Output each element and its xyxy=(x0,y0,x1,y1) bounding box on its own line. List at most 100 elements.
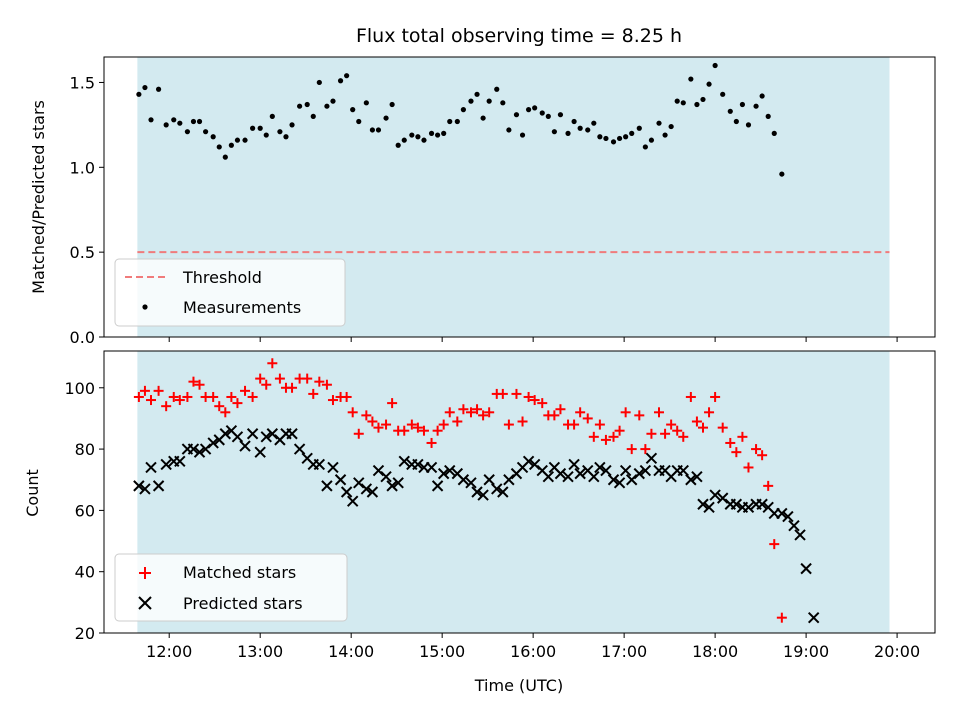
predicted-star-point xyxy=(412,458,424,471)
predicted-star-point xyxy=(346,495,359,507)
measurement-point xyxy=(636,125,642,131)
matched-star-point xyxy=(757,450,768,461)
predicted-star-point xyxy=(685,474,697,486)
count-y-tick-label: 20 xyxy=(75,624,95,643)
measurement-point xyxy=(447,118,453,125)
predicted-star-point xyxy=(607,474,620,486)
matched-star-point xyxy=(691,416,702,427)
predicted-star-point xyxy=(174,455,186,468)
matched-star-point xyxy=(194,379,205,390)
legend-predicted-swatch xyxy=(138,596,152,610)
measurement-point xyxy=(610,139,617,145)
matched-star-point xyxy=(697,422,708,433)
predicted-star-point xyxy=(372,464,385,477)
measurement-point xyxy=(210,134,216,140)
measurement-point xyxy=(401,137,407,143)
matched-star-point xyxy=(458,404,469,415)
matched-star-point xyxy=(503,419,514,430)
matched-star-point xyxy=(261,379,272,390)
predicted-star-point xyxy=(266,428,279,440)
measurement-point xyxy=(216,144,222,150)
matched-star-point xyxy=(731,447,742,458)
measurement-point xyxy=(383,115,389,121)
measurement-point xyxy=(389,101,395,108)
measurement-point xyxy=(228,142,234,148)
matched-star-point xyxy=(620,407,631,418)
matched-star-point xyxy=(381,419,392,430)
matched-star-point xyxy=(373,422,384,433)
matched-star-point xyxy=(717,422,728,433)
predicted-star-point xyxy=(522,455,535,468)
predicted-star-point xyxy=(776,507,788,520)
matched-star-point xyxy=(432,425,443,436)
predicted-star-point xyxy=(742,501,755,514)
measurement-point xyxy=(753,103,759,109)
matched-star-point xyxy=(353,428,364,439)
measurement-point xyxy=(289,122,295,128)
matched-star-point xyxy=(654,407,665,418)
measurement-point xyxy=(771,130,777,136)
matched-star-point xyxy=(387,398,398,409)
measurement-point xyxy=(591,120,597,126)
measurement-point xyxy=(196,118,203,125)
predicted-star-point xyxy=(709,489,721,501)
matched-star-point xyxy=(484,407,495,418)
matched-star-point xyxy=(174,395,185,406)
measurement-point xyxy=(428,130,435,136)
count-panel: 20 40 60 80 100 12:00 13:00 14:00 15:00 16:00 17:… xyxy=(23,350,936,695)
measurement-point xyxy=(500,100,506,106)
time-x-tick-label: 13:00 xyxy=(237,642,283,661)
measurement-point xyxy=(242,137,248,143)
count-y-axis-label: Count xyxy=(23,469,42,517)
matched-star-point xyxy=(287,382,298,393)
legend-matched-label: Matched stars xyxy=(183,563,296,582)
measurement-point xyxy=(486,98,492,104)
ratio-y-tick-label: 0.5 xyxy=(70,243,95,262)
predicted-star-point xyxy=(600,464,612,477)
measurement-point xyxy=(142,84,148,91)
matched-star-point xyxy=(214,401,225,412)
measurement-point xyxy=(727,108,733,114)
matched-star-point xyxy=(418,425,429,436)
matched-star-point xyxy=(308,388,319,399)
predicted-star-point xyxy=(645,452,658,464)
predicted-star-point xyxy=(568,458,580,471)
measurement-point xyxy=(297,103,303,109)
matched-star-point xyxy=(247,391,258,402)
matched-star-point xyxy=(678,431,689,442)
measurement-point xyxy=(171,117,177,123)
predicted-star-point xyxy=(691,470,703,483)
matched-star-point xyxy=(188,376,199,387)
matched-star-point xyxy=(763,480,774,491)
measurement-point xyxy=(283,134,289,140)
predicted-star-point xyxy=(392,477,404,489)
matched-star-point xyxy=(406,419,417,430)
count-y-tick-label: 100 xyxy=(64,379,95,398)
ratio-y-axis-label: Matched/Predicted stars xyxy=(29,100,48,294)
matched-star-point xyxy=(608,431,619,442)
measurement-point xyxy=(344,73,350,79)
time-x-tick-label: 16:00 xyxy=(510,642,556,661)
time-x-tick-label: 19:00 xyxy=(783,642,829,661)
matched-star-point xyxy=(660,428,671,439)
predicted-stars-series xyxy=(133,424,820,624)
predicted-star-point xyxy=(497,486,509,498)
time-x-tick-label: 18:00 xyxy=(692,642,738,661)
legend-threshold-label: Threshold xyxy=(182,268,262,287)
predicted-star-point xyxy=(431,480,444,492)
predicted-star-point xyxy=(471,486,483,498)
measurement-point xyxy=(733,118,739,125)
measurement-point xyxy=(250,125,256,131)
ratio-y-tick-label: 1.5 xyxy=(70,73,95,92)
matched-star-point xyxy=(523,391,534,402)
count-y-axis: 20 40 60 80 100 xyxy=(64,379,104,643)
measurement-point xyxy=(350,107,356,113)
predicted-star-point xyxy=(716,492,729,504)
matched-star-point xyxy=(600,434,611,445)
measurement-point xyxy=(421,137,427,143)
measurement-point xyxy=(222,154,228,160)
predicted-star-point xyxy=(574,467,586,480)
matched-star-point xyxy=(255,373,266,384)
count-y-tick-label: 60 xyxy=(75,501,95,520)
measurement-point xyxy=(356,118,362,125)
